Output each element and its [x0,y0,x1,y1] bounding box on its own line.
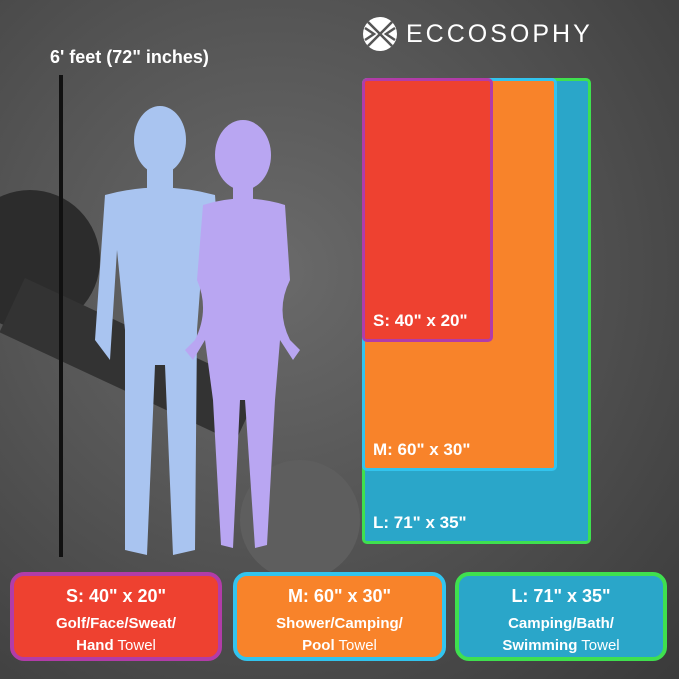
man-silhouette [95,106,225,555]
card-medium-use2: Pool [302,636,335,654]
eccosophy-logo-icon [363,17,397,51]
card-large: L: 71" x 35" Camping/Bath/Swimming Towel [455,572,667,661]
card-small: S: 40" x 20" Golf/Face/Sweat/Hand Towel [10,572,222,661]
towel-medium-size-label: M: 60" x 30" [373,440,471,459]
card-small-suffix: Towel [117,636,156,654]
woman-silhouette [185,120,300,548]
card-large-use2: Swimming [502,636,578,654]
card-medium-suffix: Towel [338,636,377,654]
brand-logo: ECCOSOPHY [362,16,593,52]
card-large-suffix: Towel [581,636,620,654]
brand-name: ECCOSOPHY [406,19,593,48]
towel-large-size-label: L: 71" x 35" [373,513,467,532]
card-small-size: S: 40" x 20" [65,586,167,606]
card-medium: M: 60" x 30" Shower/Camping/Pool Towel [233,572,446,661]
card-medium-use: Shower/Camping/ [276,615,403,632]
card-large-size: L: 71" x 35" [511,586,611,606]
height-ruler-line [59,75,63,557]
height-label: 6' feet (72" inches) [50,47,209,67]
card-large-use: Camping/Bath/ [508,615,614,632]
card-small-use2: Hand [76,636,114,654]
card-small-use: Golf/Face/Sweat/ [55,615,177,632]
human-silhouettes [95,106,300,555]
card-medium-size: M: 60" x 30" [287,586,392,606]
towel-small-diagram: S: 40" x 20" [362,78,493,342]
towel-small-size-label: S: 40" x 20" [373,311,468,330]
